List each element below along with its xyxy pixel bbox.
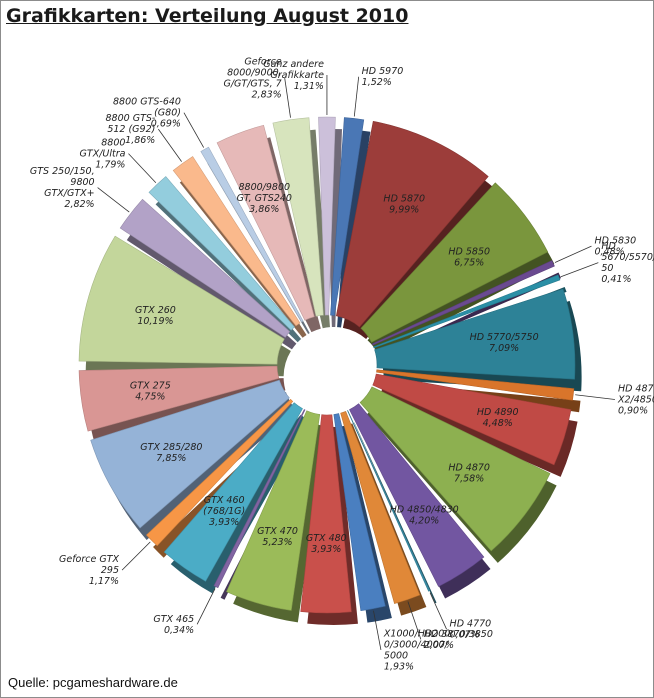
pie-slice <box>333 413 386 612</box>
pie-slice <box>163 402 303 582</box>
slice-label: HD 4850/4830 4,20% <box>390 504 459 526</box>
slice-label: HD 5870 9,99% <box>383 194 425 216</box>
pie-slice <box>335 120 489 328</box>
leader-line <box>429 592 447 630</box>
leader-line <box>196 588 216 625</box>
leader-line <box>575 394 615 400</box>
pie-labels: HD 5970 1,52% HD 5870 9,99% HD 5850 6,75% HD 5… <box>30 57 654 673</box>
leader-line <box>560 262 599 278</box>
pie-slice <box>200 146 304 323</box>
pie-slice <box>376 369 575 401</box>
pie-slice <box>347 410 431 592</box>
slice-label: Geforce 8000/9000, G/GT/GTS, 7 2,83% <box>223 57 281 101</box>
slice-label: HD 5850 6,75% <box>448 247 490 269</box>
slice-label: HD 4890 4,48% <box>477 407 519 429</box>
slice-label: 8800 GTS-640 (G80) 0,69% <box>113 97 181 130</box>
pie-slice <box>119 198 291 338</box>
slice-label: GTX 480 3,93% <box>306 533 347 555</box>
slice-label: HD 5770/5750 7,09% <box>470 332 539 354</box>
pie-slice <box>359 386 551 552</box>
slice-label: 8800 GTS-512 (G92) 1,86% <box>106 113 156 146</box>
slice-label: GTX 460 (768/1G) 3,93% <box>203 495 245 528</box>
pie-slice <box>300 414 352 614</box>
pie-slice <box>78 365 280 432</box>
leader-line <box>158 128 182 162</box>
slice-label: 8800/9800 GT, GTS240 3,86% <box>237 182 292 215</box>
pie-slice <box>371 260 555 346</box>
pie-slice <box>360 182 549 343</box>
pie-slice <box>373 274 561 349</box>
leader-line <box>407 601 422 640</box>
slice-side <box>354 422 437 604</box>
leader-line <box>554 245 592 263</box>
slice-label: Geforce GTX 295 1,17% <box>59 554 120 587</box>
slice-label: Ganz andere Grafikkarte 1,31% <box>263 59 324 92</box>
pie-slice <box>330 117 365 316</box>
leader-line <box>373 610 382 651</box>
pie-slice <box>172 156 301 327</box>
leader-line <box>353 76 360 117</box>
leader-line <box>128 153 157 184</box>
chart-title: Grafikkarten: Verteilung August 2010 <box>6 5 409 27</box>
slice-label: GTX 275 4,75% <box>130 381 171 403</box>
slice-label: GTS 250/150, 9800 GTX/GTX+ 2,82% <box>30 166 95 210</box>
pie-slice <box>349 403 485 587</box>
leader-line <box>97 187 130 213</box>
pie-slice <box>372 373 572 466</box>
slice-label: HD 4870X2/4850 X20,90% <box>617 383 654 416</box>
slice-label: HD 4870 7,58% <box>448 463 490 485</box>
pie-slice <box>226 410 321 611</box>
pie-slice <box>216 124 315 321</box>
pie-slice <box>90 379 290 529</box>
source-note: Quelle: pcgameshardware.de <box>8 675 178 690</box>
pie-slice <box>318 116 336 316</box>
pie-slice <box>213 409 306 589</box>
leader-line <box>121 541 151 571</box>
slice-label: 8800 GTX/Ultra 1,79% <box>80 138 126 171</box>
slice-label: HD 4770 0,07% <box>450 619 492 641</box>
leader-line <box>183 112 205 148</box>
slice-label: GTX 470 5,23% <box>257 526 298 548</box>
slice-label: HD 3870/3850 2,07% <box>424 629 493 651</box>
pie-slice <box>146 398 294 547</box>
pie-slice <box>272 117 324 317</box>
slice-label: GTX 260 10,19% <box>135 305 176 327</box>
slice-label: GTX 285/280 7,85% <box>140 442 202 464</box>
pie-slice <box>340 410 421 605</box>
slice-label: X1000/HD200 0/3000/4000/5000 1,93% <box>383 628 450 672</box>
pie-slice <box>374 288 576 380</box>
slice-label: HD 5830 0,48% <box>595 236 637 258</box>
leader-line <box>284 78 291 118</box>
slice-label: HD 5970 1,52% <box>362 66 404 88</box>
pie-slices <box>78 116 576 614</box>
slice-label: GTX 465 0,34% <box>153 614 194 636</box>
pie-slice <box>148 176 295 331</box>
pie-slice <box>78 235 285 365</box>
